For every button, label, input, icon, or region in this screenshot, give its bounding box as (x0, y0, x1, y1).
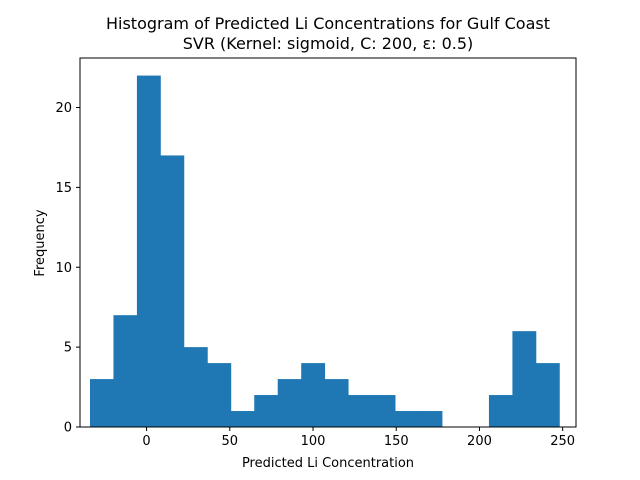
histogram-bar (371, 395, 396, 427)
histogram-bar (418, 411, 443, 427)
x-tick-label: 100 (301, 434, 326, 449)
histogram-bar (207, 363, 232, 427)
x-tick-label: 0 (142, 434, 150, 449)
histogram-bar (254, 395, 279, 427)
y-tick-label: 0 (64, 421, 72, 436)
x-tick-label: 50 (222, 434, 239, 449)
x-axis-label: Predicted Li Concentration (242, 456, 414, 471)
chart-subtitle: SVR (Kernel: sigmoid, C: 200, ε: 0.5) (183, 34, 474, 53)
y-axis-label: Frequency (33, 209, 48, 276)
histogram-bar (512, 331, 537, 427)
histogram-bar (136, 75, 161, 428)
y-axis-ticks: 0 5 10 15 20 (55, 101, 80, 436)
histogram-bar (89, 379, 114, 427)
histogram-bar (324, 379, 349, 427)
chart-title: Histogram of Predicted Li Concentrations… (106, 14, 550, 33)
plot-frame (79, 57, 577, 428)
histogram-bar (160, 155, 185, 427)
histogram-bar (277, 379, 302, 427)
y-tick-label: 15 (55, 181, 72, 196)
x-tick-label: 250 (550, 434, 575, 449)
histogram-bar (535, 363, 560, 427)
histogram-bar (301, 363, 326, 427)
histogram-bar (488, 395, 513, 427)
histogram-bar (183, 347, 208, 427)
x-axis-ticks: 0 50 100 150 200 250 (142, 427, 575, 449)
histogram-bar (348, 395, 373, 427)
y-tick-label: 10 (55, 261, 72, 276)
bars-group (89, 75, 560, 428)
x-tick-label: 150 (384, 434, 409, 449)
histogram-bar (230, 411, 255, 427)
y-tick-label: 5 (64, 341, 72, 356)
histogram-bar (113, 315, 138, 427)
x-tick-label: 200 (467, 434, 492, 449)
histogram-bar (395, 411, 419, 427)
y-tick-label: 20 (55, 101, 72, 116)
